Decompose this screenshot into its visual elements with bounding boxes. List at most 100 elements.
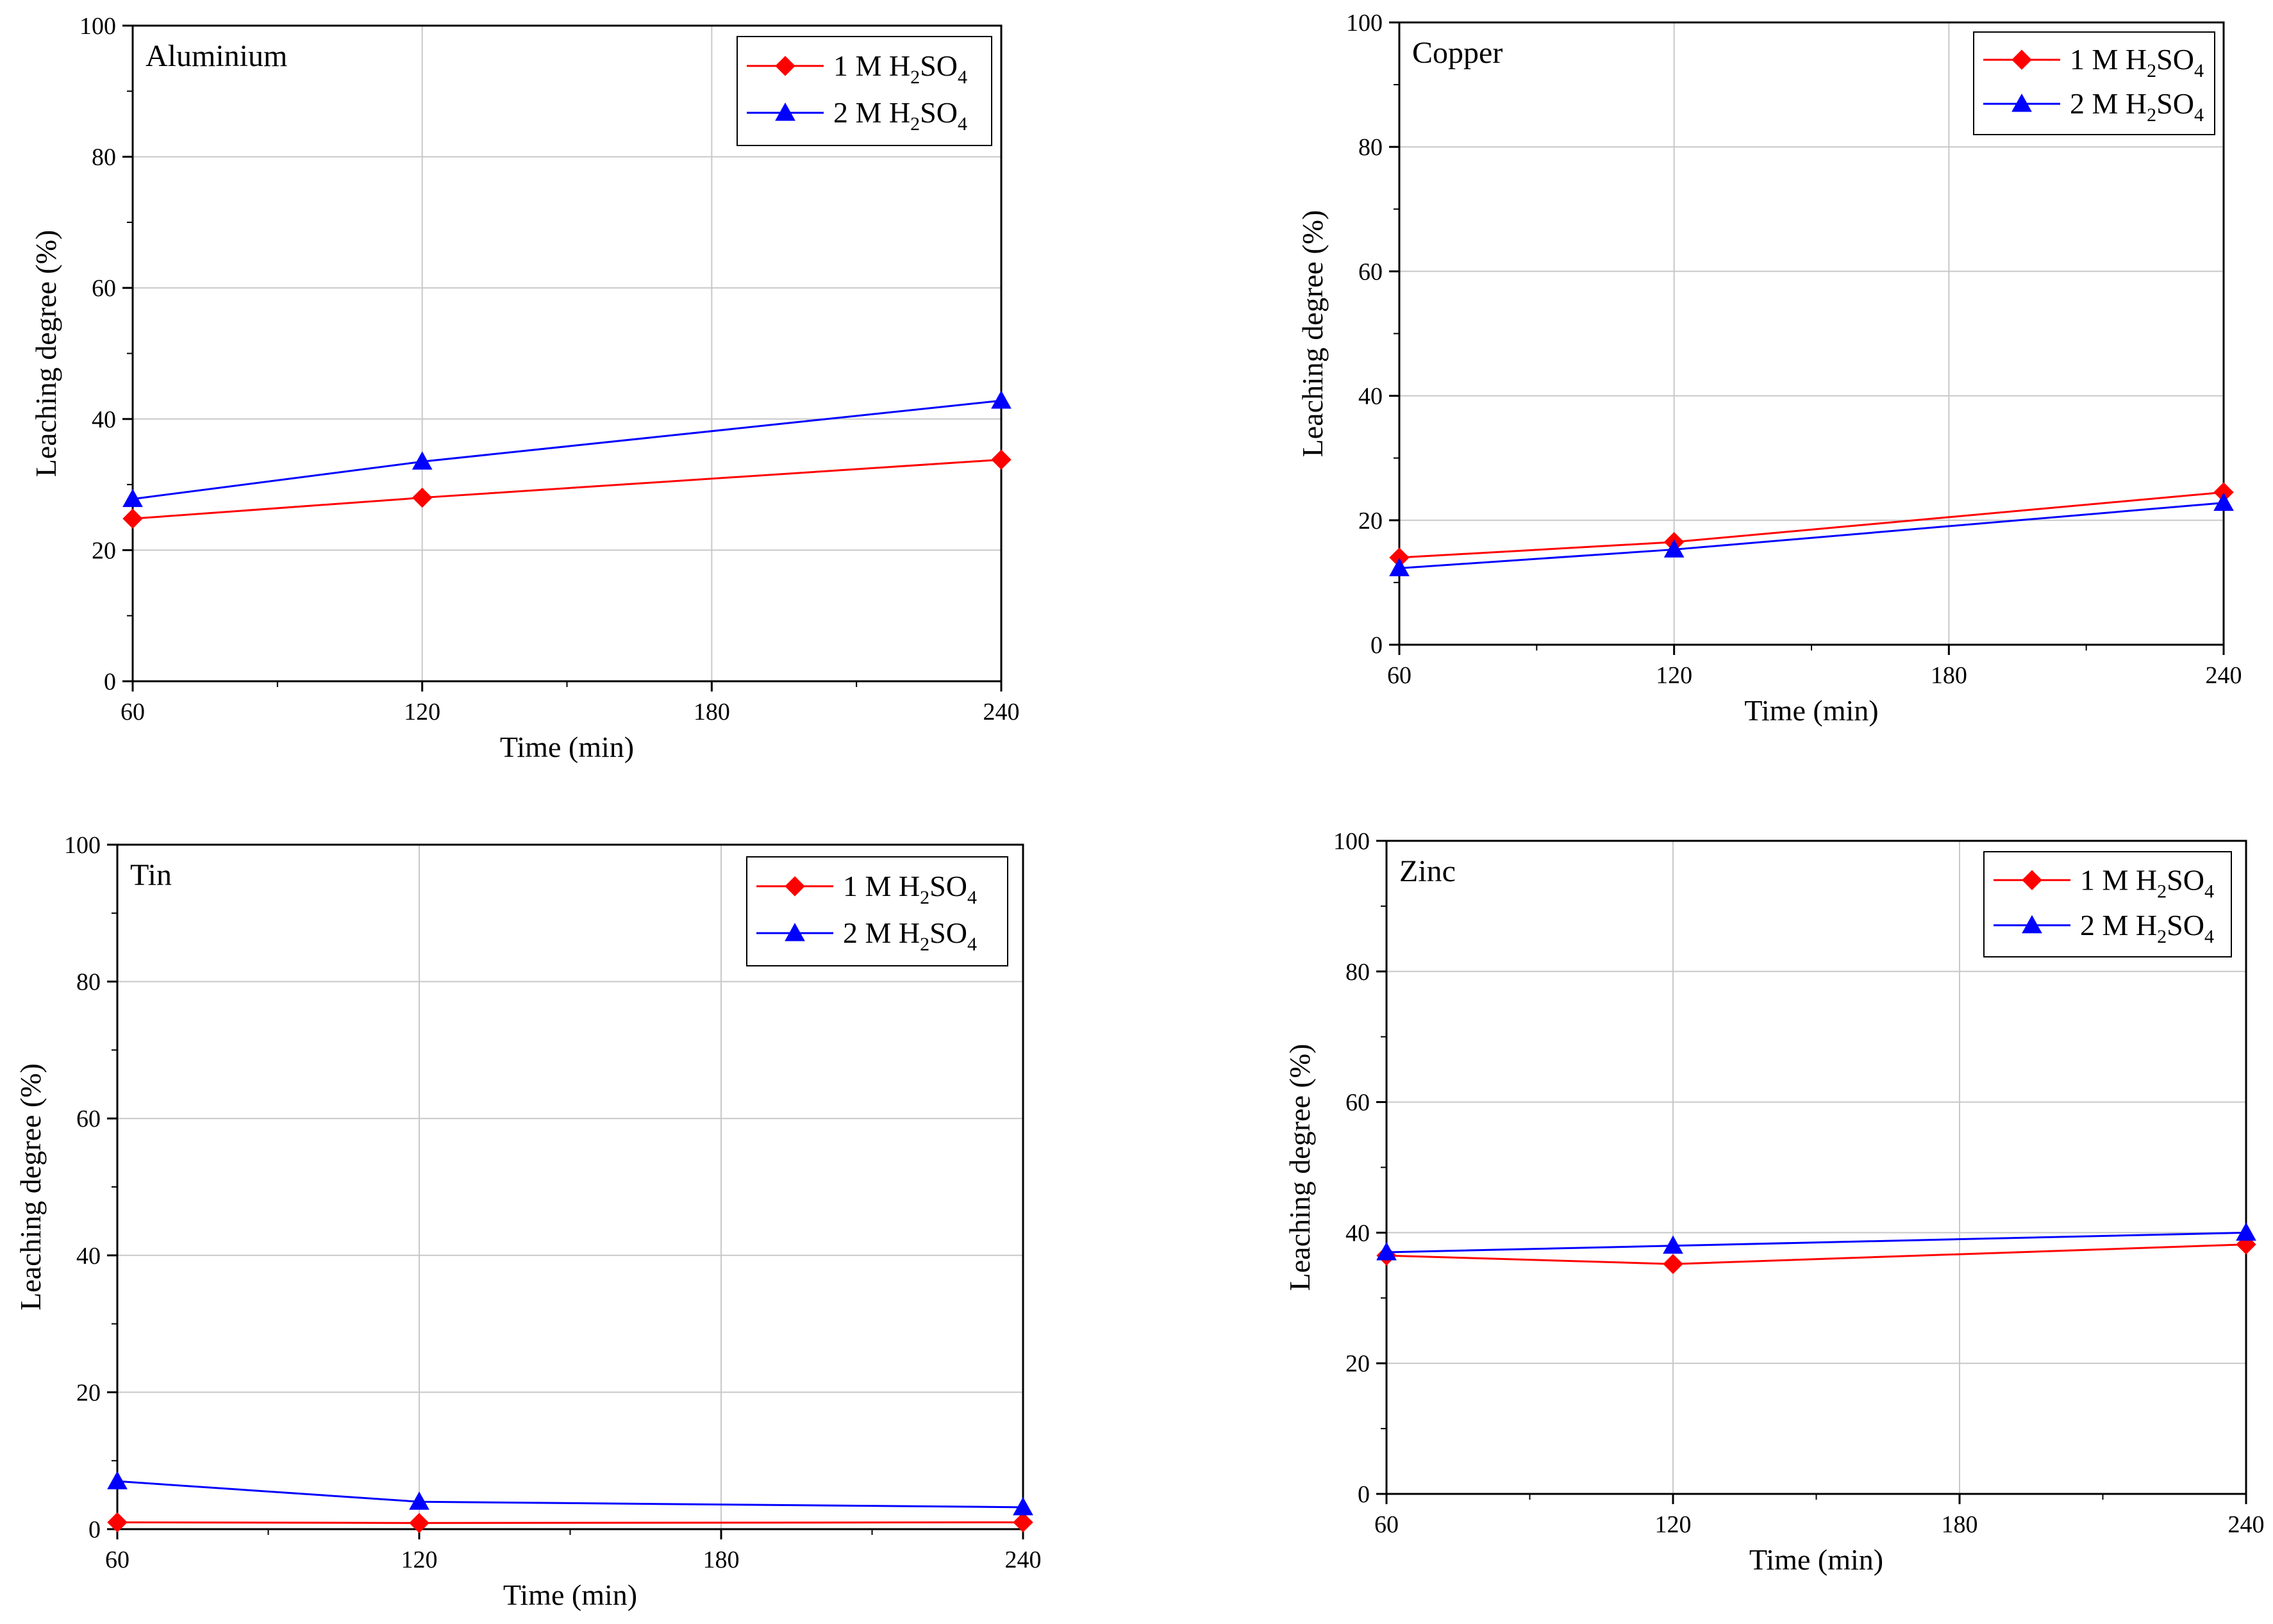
y-tick-label: 20 [76,1379,101,1406]
series-1 [107,1512,1033,1534]
legend-entry-label: 2 M H2SO4 [833,96,967,135]
y-tick-label: 100 [64,832,101,859]
x-tick-label: 240 [2206,662,2242,689]
chart-panel-4: 60 120 180 240 0 20 40 60 80 100 Time (min) Leachin… [1283,828,2265,1576]
y-axis-label: Leaching degree (%) [29,230,62,477]
legend: 1 M H2SO4 2 M H2SO4 [1983,851,2232,957]
chart-panel-1: 60 120 180 240 0 20 40 60 80 100 Time (min) Leachin… [29,13,1020,763]
y-tick-label: 80 [1358,134,1383,161]
data-point [409,1512,429,1534]
x-tick-label: 240 [1005,1546,1042,1573]
legend-marker [775,102,795,121]
series-line [132,458,1002,520]
y-tick-label: 80 [76,969,101,996]
y-axis-label: Leaching degree (%) [1283,1044,1316,1291]
legend-box [746,856,1008,966]
chart-panel-3: 60 120 180 240 0 20 40 60 80 100 Time (min) Leachin… [14,832,1042,1611]
series-line [132,399,1002,501]
legend: 1 M H2SO4 2 M H2SO4 [1973,31,2215,135]
legend-marker [2011,49,2032,70]
x-tick-label: 180 [1931,662,1967,689]
series-2 [1376,1222,2256,1261]
y-axis-label: Leaching degree (%) [14,1063,47,1311]
x-axis-label: Time (min) [500,731,634,763]
x-tick-label: 240 [2228,1511,2265,1538]
legend: 1 M H2SO4 2 M H2SO4 [746,856,1008,966]
legend-box [1983,851,2232,957]
legend-entry-label: 1 M H2SO4 [833,49,967,88]
x-tick-label: 180 [1942,1511,1978,1538]
data-point [1663,1254,1683,1275]
x-tick-label: 60 [105,1546,129,1573]
y-tick-label: 0 [1370,632,1383,659]
chart-panel-2: 60 120 180 240 0 20 40 60 80 100 Time (min) Leachin… [1296,10,2242,727]
legend-marker [775,56,795,76]
x-axis-label: Time (min) [1749,1543,1883,1576]
legend-marker [2022,870,2042,890]
legend-entry-label: 1 M H2SO4 [2080,863,2214,902]
panel-title: Tin [130,858,172,892]
data-point [412,451,433,470]
y-tick-label: 0 [1358,1481,1370,1508]
y-tick-label: 0 [88,1516,101,1543]
y-axis-label: Leaching degree (%) [1296,210,1329,458]
data-point [2213,492,2234,511]
data-point [1013,1512,1033,1533]
y-tick-label: 60 [1358,258,1383,285]
legend-entry-label: 2 M H2SO4 [2070,87,2204,126]
legend-box [1973,31,2215,135]
legend-marker [2022,915,2042,934]
y-tick-label: 40 [1358,383,1383,410]
y-tick-label: 100 [79,13,116,40]
data-point [991,390,1012,409]
series-line [117,1480,1024,1509]
series-1 [122,449,1012,529]
panel-title: Aluminium [146,39,287,73]
legend-entry-label: 2 M H2SO4 [843,916,977,955]
legend-entry-label: 1 M H2SO4 [2070,43,2204,81]
series-2 [1389,492,2234,577]
y-tick-label: 0 [104,668,116,695]
data-point [1376,1241,1397,1261]
y-tick-label: 60 [1345,1090,1370,1116]
y-tick-label: 20 [1358,508,1383,534]
x-tick-label: 120 [1656,662,1692,689]
y-tick-label: 40 [92,406,116,433]
series-2 [122,390,1012,508]
x-tick-label: 120 [404,699,440,725]
data-point [122,488,143,508]
x-tick-label: 60 [1387,662,1411,689]
series-line [1399,491,2224,559]
x-axis-label: Time (min) [1744,694,1878,727]
x-tick-label: 120 [1655,1511,1692,1538]
x-tick-label: 120 [401,1546,438,1573]
data-point [1663,539,1685,558]
y-tick-label: 60 [92,275,116,302]
series-1 [1389,482,2234,568]
y-tick-label: 60 [76,1106,101,1132]
x-axis-label: Time (min) [503,1578,637,1611]
data-point [107,1512,128,1533]
x-tick-label: 180 [703,1546,740,1573]
x-tick-label: 60 [1374,1511,1399,1538]
series-line [1399,502,2224,570]
x-tick-label: 240 [983,699,1020,725]
data-point [1013,1496,1033,1516]
y-tick-label: 80 [92,144,116,171]
y-tick-label: 40 [1345,1220,1370,1247]
data-point [991,449,1012,470]
series-1 [1376,1234,2256,1275]
y-tick-label: 100 [1333,828,1370,855]
series-line [117,1521,1024,1524]
series-line [1386,1243,2247,1265]
data-point [2236,1222,2256,1241]
y-tick-label: 80 [1345,959,1370,986]
y-tick-label: 20 [92,537,116,564]
legend-entry-label: 2 M H2SO4 [2080,909,2214,947]
data-point [412,487,433,508]
panel-title: Copper [1412,36,1503,70]
legend-marker [785,922,805,941]
legend-marker [2011,93,2032,112]
legend-box [737,36,992,146]
